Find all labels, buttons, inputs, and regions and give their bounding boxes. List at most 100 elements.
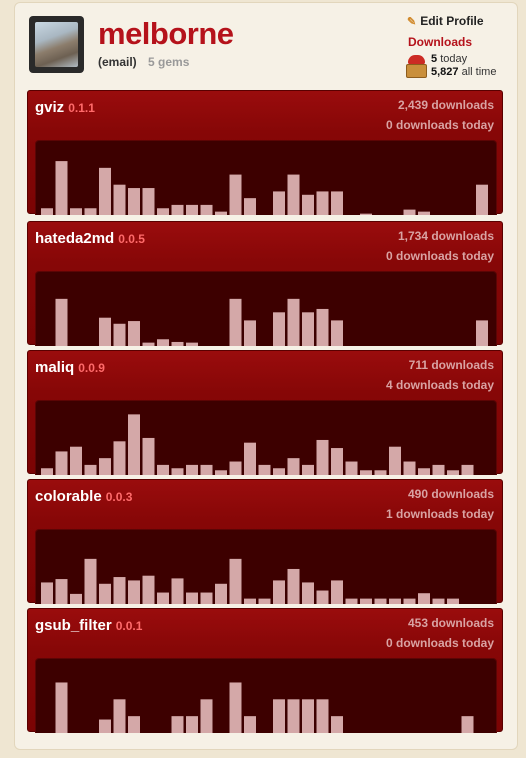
download-bar [331, 448, 343, 475]
gem-name[interactable]: maliq [35, 359, 74, 376]
gem-version: 0.0.5 [118, 232, 145, 246]
download-bar [317, 440, 329, 475]
download-bar [331, 191, 343, 215]
download-bar [157, 465, 169, 475]
gem-name[interactable]: colorable [35, 488, 102, 505]
gem-title[interactable]: gviz 0.1.1 [35, 99, 95, 116]
download-bar [186, 205, 198, 215]
download-bar [172, 342, 184, 346]
download-bar [476, 320, 488, 346]
download-bar [85, 208, 97, 215]
download-bar [230, 299, 242, 346]
gem-today-downloads: 1 downloads today [386, 507, 494, 521]
download-bar [331, 320, 343, 346]
gem-title[interactable]: colorable 0.0.3 [35, 488, 132, 505]
gem-downloads-chart [35, 658, 497, 733]
download-bar [273, 580, 285, 604]
download-bar [186, 716, 198, 733]
download-bar [288, 175, 300, 215]
download-bar [288, 569, 300, 604]
gem-title[interactable]: maliq 0.0.9 [35, 359, 105, 376]
gem-today-downloads: 0 downloads today [386, 249, 494, 263]
pencil-icon: ✎ [407, 16, 416, 28]
avatar[interactable] [29, 16, 84, 73]
download-bar [244, 198, 256, 215]
download-bar [41, 208, 53, 215]
download-bar [201, 699, 213, 733]
gem-name[interactable]: hateda2md [35, 230, 114, 247]
download-bar [114, 577, 126, 604]
downloads-stats: 5 today 5,827 all time [431, 53, 496, 79]
download-bar [186, 465, 198, 475]
email-link[interactable]: (email) [98, 55, 137, 69]
download-bar [273, 191, 285, 215]
download-bar [99, 168, 111, 215]
gem-panel: gsub_filter 0.0.1 453 downloads 0 downloa… [27, 608, 503, 732]
download-bar [302, 699, 314, 733]
download-bar [128, 580, 140, 604]
download-bar [404, 599, 416, 604]
download-bar [317, 191, 329, 215]
download-bar [143, 343, 155, 346]
gem-title[interactable]: gsub_filter 0.0.1 [35, 617, 142, 634]
download-bar [114, 185, 126, 215]
download-bar [375, 470, 387, 475]
gem-version: 0.1.1 [68, 101, 95, 115]
profile-subline: (email) 5 gems [98, 55, 189, 69]
gem-name[interactable]: gviz [35, 99, 64, 116]
download-bar [433, 465, 445, 475]
download-bar [302, 312, 314, 346]
gem-downloads-chart [35, 400, 497, 475]
gem-total-downloads: 453 downloads [408, 616, 494, 630]
download-bar [230, 682, 242, 733]
edit-profile-link[interactable]: ✎ Edit Profile [407, 14, 484, 28]
download-bar [317, 591, 329, 604]
download-bar [70, 208, 82, 215]
download-bar [215, 584, 227, 604]
download-bar [331, 580, 343, 604]
gem-name[interactable]: gsub_filter [35, 617, 112, 634]
gem-title[interactable]: hateda2md 0.0.5 [35, 230, 145, 247]
download-bar [230, 175, 242, 215]
gem-version: 0.0.3 [106, 490, 133, 504]
downloads-today-label: today [440, 53, 467, 65]
gem-panel: hateda2md 0.0.5 1,734 downloads 0 downloa… [27, 221, 503, 345]
download-bar [172, 205, 184, 215]
download-bar [70, 447, 82, 475]
download-bar [201, 205, 213, 215]
download-bar [85, 465, 97, 475]
download-bar [56, 451, 68, 475]
download-bar [317, 309, 329, 346]
download-bar [56, 682, 68, 733]
download-bar [360, 470, 372, 475]
gem-panel: colorable 0.0.3 490 downloads 1 downloads… [27, 479, 503, 603]
download-bar [404, 462, 416, 475]
gem-downloads-chart [35, 140, 497, 215]
download-bar [215, 470, 227, 475]
download-bar [389, 599, 401, 604]
gem-today-downloads: 0 downloads today [386, 636, 494, 650]
download-bar [273, 699, 285, 733]
gem-total-downloads: 2,439 downloads [398, 98, 494, 112]
download-bar [360, 599, 372, 604]
gem-panel: gviz 0.1.1 2,439 downloads 0 downloads to… [27, 90, 503, 214]
download-bar [114, 324, 126, 346]
gem-version: 0.0.1 [116, 619, 143, 633]
downloads-alltime-label: all time [462, 66, 497, 78]
download-bar [99, 458, 111, 475]
download-bar [404, 210, 416, 215]
download-bar [302, 582, 314, 604]
downloads-today-count: 5 [431, 53, 437, 65]
downloads-alltime-count: 5,827 [431, 66, 459, 78]
download-bar [360, 214, 372, 215]
download-bar [128, 321, 140, 346]
gem-version: 0.0.9 [78, 361, 105, 375]
download-bar [157, 208, 169, 215]
download-bar [157, 593, 169, 604]
download-bar [273, 312, 285, 346]
downloads-bar-chart [36, 141, 498, 215]
gem-box-icon [406, 55, 427, 78]
downloads-title: Downloads [408, 35, 472, 49]
download-bar [41, 582, 53, 604]
download-bar [389, 447, 401, 475]
